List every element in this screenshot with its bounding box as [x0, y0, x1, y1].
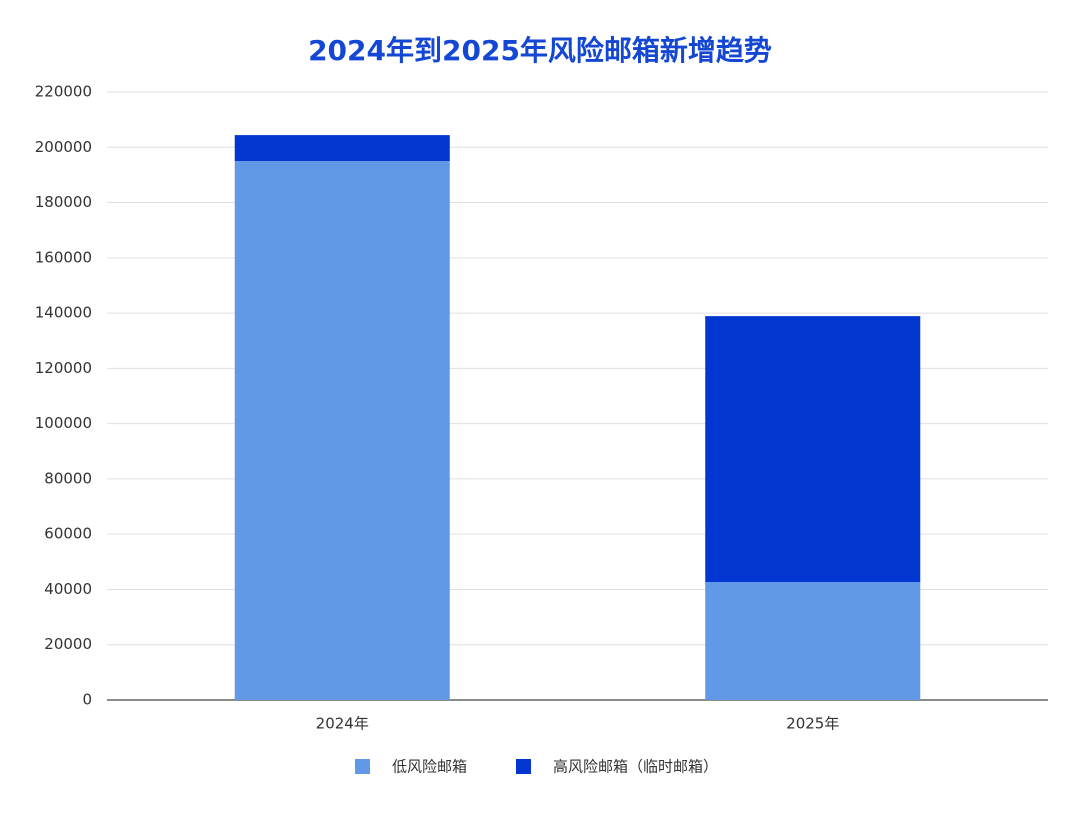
y-tick-label: 220000 [35, 83, 92, 101]
legend-swatch [516, 759, 531, 774]
legend-label: 低风险邮箱 [392, 758, 467, 776]
chart-title: 2024年到2025年风险邮箱新增趋势 [308, 34, 772, 67]
y-tick-label: 0 [82, 691, 92, 709]
y-tick-label: 40000 [44, 580, 92, 598]
legend-label: 高风险邮箱（临时邮箱） [553, 758, 718, 776]
bar-segment [234, 161, 450, 700]
x-tick-label: 2025年 [786, 715, 839, 733]
legend-swatch [355, 759, 370, 774]
y-tick-label: 20000 [44, 635, 92, 653]
y-tick-label: 100000 [35, 414, 92, 432]
bar-segment [705, 316, 921, 582]
y-tick-label: 140000 [35, 304, 92, 322]
y-tick-label: 200000 [35, 138, 92, 156]
y-tick-label: 180000 [35, 193, 92, 211]
y-tick-label: 120000 [35, 359, 92, 377]
y-tick-label: 80000 [44, 469, 92, 487]
bar-segment [234, 135, 450, 162]
bar-segment [705, 581, 921, 700]
y-tick-label: 60000 [44, 525, 92, 543]
x-tick-label: 2024年 [316, 715, 369, 733]
y-tick-label: 160000 [35, 248, 92, 266]
